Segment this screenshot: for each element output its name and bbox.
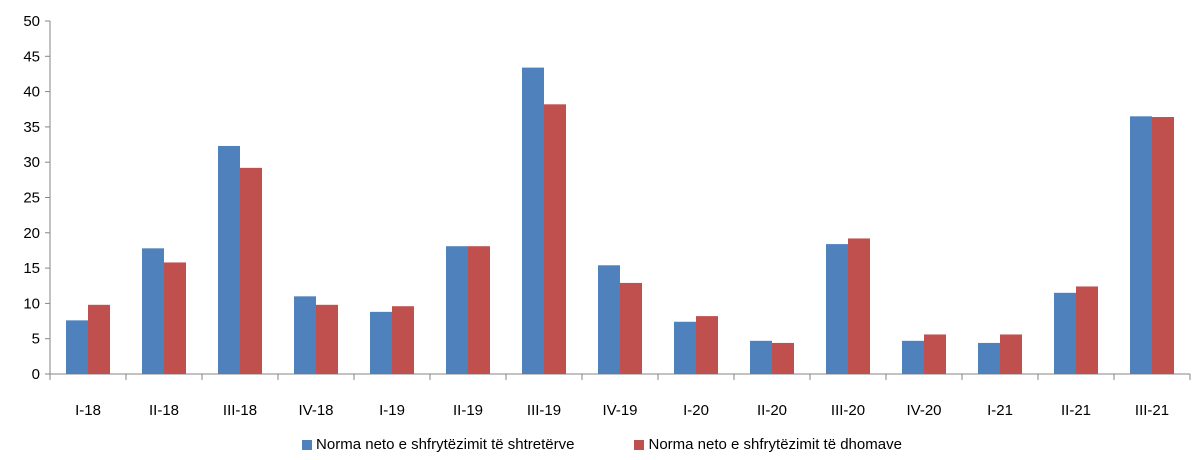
y-tick-label: 0	[32, 366, 40, 383]
legend-label-dhoma: Norma neto e shfrytëzimit të dhomave	[648, 436, 902, 453]
bar-dhoma	[1152, 117, 1174, 375]
x-tick-label: III-20	[831, 402, 865, 419]
bar-shtreter	[1054, 292, 1076, 374]
bar-dhoma	[620, 282, 642, 374]
bar-shtreter	[218, 145, 240, 374]
chart: 0 5 10 15 20 25 30 35 40 45 50 I-18 II-18 III-18 IV-1…	[23, 13, 1191, 419]
y-tick-label: 30	[23, 154, 40, 171]
legend: Norma neto e shfrytëzimit të shtretërve …	[0, 436, 1204, 453]
x-tick-label: IV-20	[906, 402, 941, 419]
bar-shtreter	[66, 320, 88, 374]
bar-dhoma	[316, 304, 338, 374]
x-tick-label: IV-19	[602, 402, 637, 419]
x-tick-label: III-19	[527, 402, 561, 419]
x-tick-label: I-19	[379, 402, 405, 419]
y-tick-label: 20	[23, 225, 40, 242]
y-axis: 0 5 10 15 20 25 30 35 40 45 50	[23, 13, 51, 383]
y-tick-label: 10	[23, 295, 40, 312]
bar-shtreter	[1130, 116, 1152, 374]
bar-shtreter	[142, 248, 164, 374]
bar-dhoma	[392, 306, 414, 374]
bar-shtreter	[826, 244, 848, 374]
y-tick-label: 45	[23, 48, 40, 65]
y-tick-label: 50	[23, 13, 40, 30]
x-axis: I-18 II-18 III-18 IV-18 I-19 II-19 III-19 IV-19…	[49, 373, 1191, 419]
legend-item-dhoma: Norma neto e shfrytëzimit të dhomave	[634, 436, 902, 453]
y-tick-label: 25	[23, 190, 40, 207]
x-tick-label: III-18	[223, 402, 257, 419]
bars	[66, 67, 1174, 375]
x-tick-label: III-21	[1135, 402, 1169, 419]
x-tick-label: I-18	[75, 402, 101, 419]
y-tick-label: 40	[23, 84, 40, 101]
y-tick-label: 5	[32, 331, 40, 348]
bar-shtreter	[522, 67, 544, 374]
bar-shtreter	[674, 321, 696, 374]
bar-dhoma	[924, 334, 946, 374]
legend-swatch-red	[634, 439, 645, 450]
bar-shtreter	[598, 265, 620, 374]
bar-dhoma	[696, 316, 718, 374]
bar-dhoma	[240, 167, 262, 374]
x-tick-label: I-21	[987, 402, 1013, 419]
bar-dhoma	[164, 262, 186, 374]
bar-dhoma	[88, 304, 110, 374]
bar-dhoma	[544, 104, 566, 375]
bar-dhoma	[1000, 334, 1022, 374]
y-tick-label: 15	[23, 260, 40, 277]
bar-dhoma	[772, 342, 794, 374]
x-tick-label: I-20	[683, 402, 709, 419]
bar-dhoma	[468, 246, 490, 374]
x-tick-label: IV-18	[298, 402, 333, 419]
x-tick-label: II-20	[757, 402, 787, 419]
legend-label-shtreter: Norma neto e shfrytëzimit të shtretërve	[316, 436, 575, 453]
bar-shtreter	[978, 342, 1000, 374]
bar-shtreter	[750, 340, 772, 374]
x-tick-label: II-19	[453, 402, 483, 419]
legend-item-shtreter: Norma neto e shfrytëzimit të shtretërve	[302, 436, 574, 453]
bar-shtreter	[294, 296, 316, 374]
y-tick-label: 35	[23, 119, 40, 136]
legend-swatch-blue	[302, 439, 313, 450]
bar-shtreter	[446, 246, 468, 374]
bar-shtreter	[370, 311, 392, 374]
bar-dhoma	[1076, 286, 1098, 374]
x-tick-label: II-18	[149, 402, 179, 419]
bar-dhoma	[848, 238, 870, 374]
x-tick-label: II-21	[1061, 402, 1091, 419]
bar-shtreter	[902, 340, 924, 374]
